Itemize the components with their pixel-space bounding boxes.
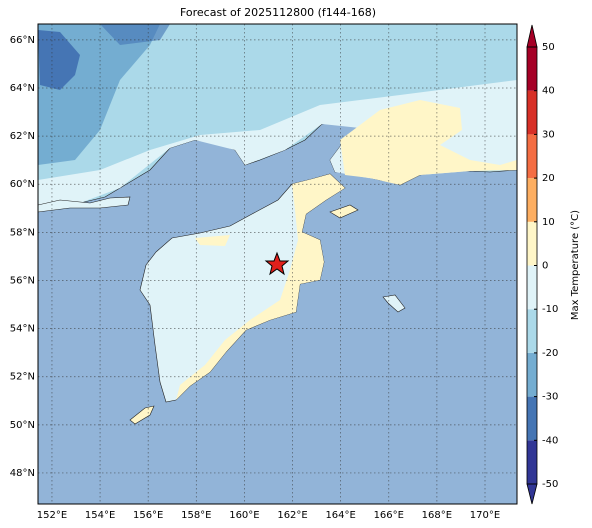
lon-label: 164°E bbox=[325, 510, 355, 521]
island bbox=[382, 294, 406, 313]
lat-label: 56°N bbox=[10, 275, 35, 286]
lat-label: 58°N bbox=[10, 227, 35, 238]
warm-region bbox=[340, 100, 517, 185]
lon-label: 166°E bbox=[374, 510, 404, 521]
location-star bbox=[264, 251, 290, 276]
colorbar-tick-label: 40 bbox=[542, 86, 555, 97]
colorbar-bin bbox=[527, 265, 537, 310]
cold-region bbox=[38, 30, 80, 90]
warm-region bbox=[195, 235, 230, 246]
lon-label: 154°E bbox=[85, 510, 115, 521]
island bbox=[129, 405, 155, 425]
colorbar-tick-label: 20 bbox=[542, 173, 555, 184]
lon-label: 156°E bbox=[133, 510, 163, 521]
lat-label: 48°N bbox=[10, 468, 35, 479]
lon-label: 162°E bbox=[277, 510, 307, 521]
lat-label: 54°N bbox=[10, 324, 35, 335]
lon-label: 152°E bbox=[37, 510, 67, 521]
coast bbox=[38, 196, 131, 213]
map bbox=[38, 24, 517, 504]
colorbar-bin bbox=[527, 221, 537, 266]
colorbar-label: Max Temperature (°C) bbox=[570, 210, 581, 320]
lat-label: 50°N bbox=[10, 420, 35, 431]
lon-label: 160°E bbox=[229, 510, 259, 521]
lat-label: 66°N bbox=[10, 35, 35, 46]
lon-label: 170°E bbox=[470, 510, 500, 521]
colorbar-extend bbox=[526, 483, 538, 505]
colorbar-tick-label: -10 bbox=[542, 304, 558, 315]
colorbar-tick-label: -20 bbox=[542, 348, 558, 359]
colorbar-tick-label: -30 bbox=[542, 392, 558, 403]
colorbar-bin bbox=[527, 309, 537, 353]
colorbar-tick-label: 10 bbox=[542, 217, 555, 228]
colorbar-bin bbox=[527, 352, 537, 397]
colorbar-bin bbox=[527, 47, 537, 91]
island bbox=[329, 204, 359, 219]
map-frame bbox=[37, 23, 518, 505]
colorbar-bin bbox=[527, 90, 537, 135]
colorbar-tick-label: 50 bbox=[542, 42, 555, 53]
lon-label: 168°E bbox=[422, 510, 452, 521]
lat-label: 62°N bbox=[10, 131, 35, 142]
colorbar-bin bbox=[527, 440, 537, 484]
lat-label: 60°N bbox=[10, 179, 35, 190]
title: Forecast of 2025112800 (f144-168) bbox=[180, 6, 376, 19]
colorbar-tick-label: -40 bbox=[542, 435, 558, 446]
colorbar-extend bbox=[526, 24, 538, 48]
warm-region bbox=[176, 174, 345, 400]
colorbar-tick-label: -50 bbox=[542, 479, 558, 490]
lat-label: 64°N bbox=[10, 83, 35, 94]
colorbar-tick-label: 0 bbox=[542, 261, 548, 272]
colorbar-bin bbox=[527, 134, 537, 179]
colorbar-bin bbox=[527, 178, 537, 222]
colorbar-tick-label: 30 bbox=[542, 129, 555, 140]
cold-region bbox=[100, 24, 170, 45]
lon-label: 158°E bbox=[181, 510, 211, 521]
colorbar-bin bbox=[527, 396, 537, 441]
lat-label: 52°N bbox=[10, 372, 35, 383]
